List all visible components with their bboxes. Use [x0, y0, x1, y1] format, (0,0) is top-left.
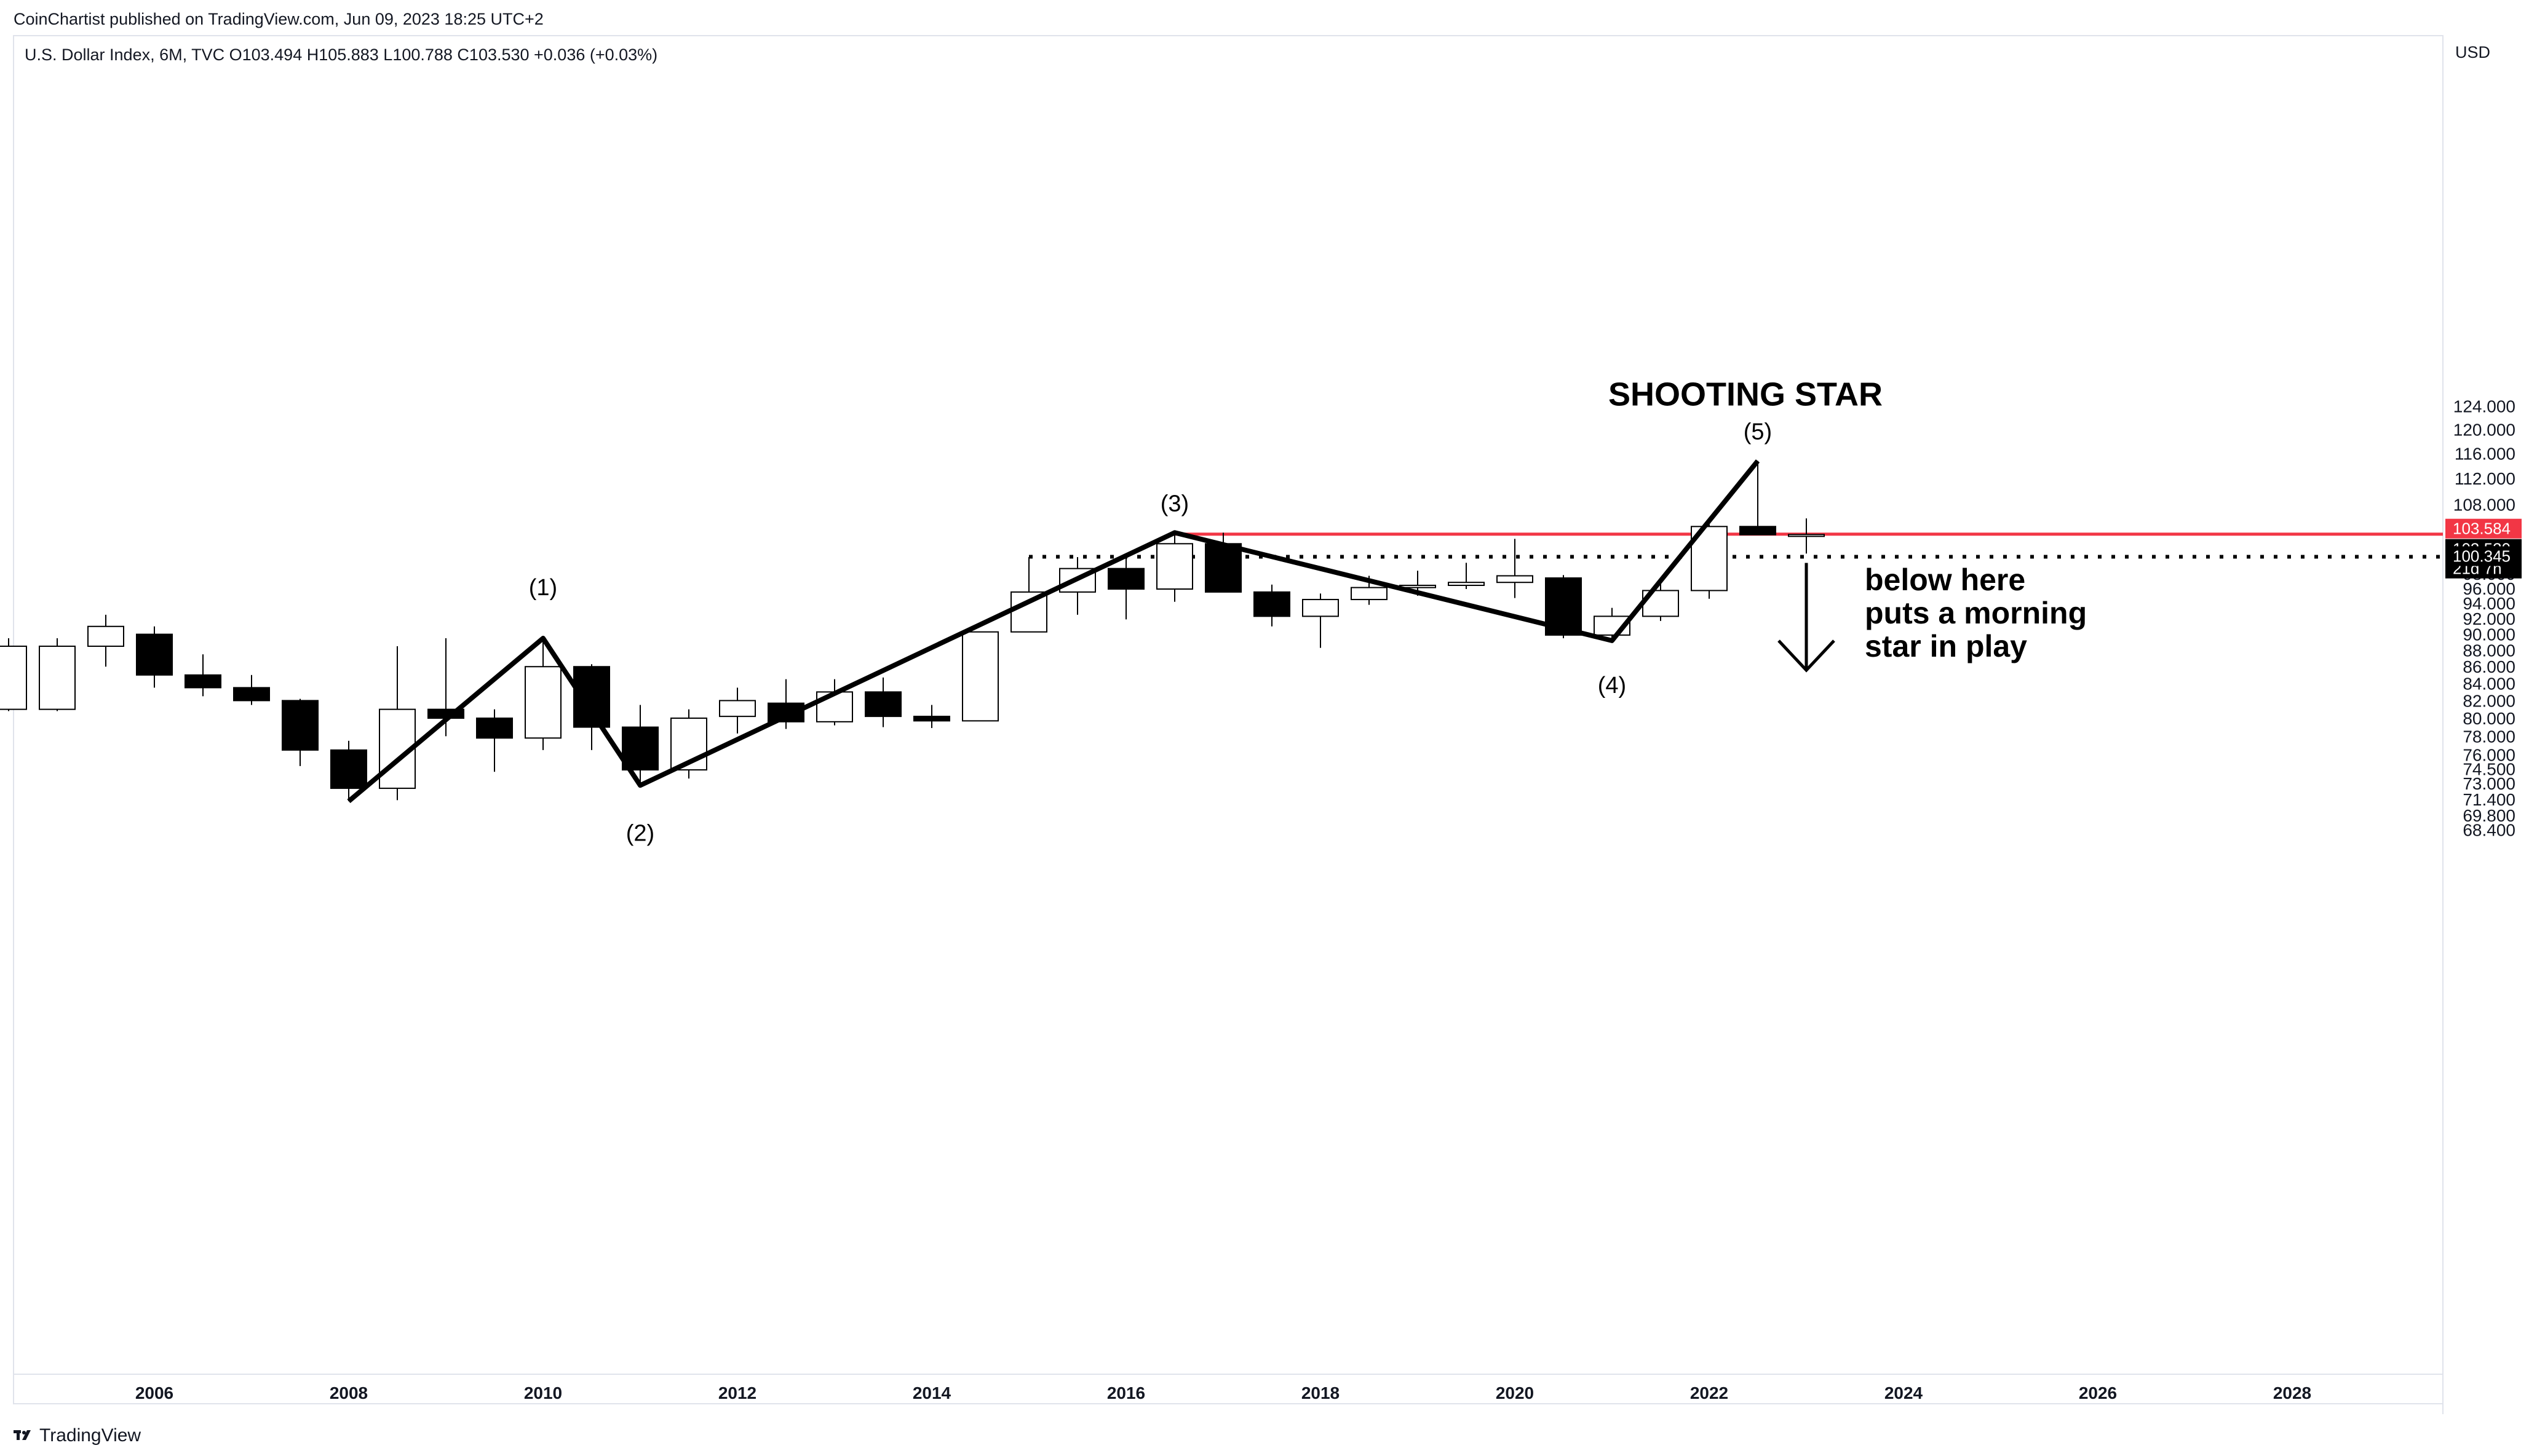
y-tick-label: 82.000 [2463, 691, 2515, 710]
y-tick-label: 112.000 [2455, 469, 2515, 488]
y-tick-label: 71.400 [2463, 790, 2515, 809]
y-tick-label: 94.000 [2463, 594, 2515, 613]
y-tick-label: 68.400 [2463, 821, 2515, 840]
y-tick-label: 124.000 [2453, 397, 2515, 416]
candle-body-bull [962, 631, 999, 722]
candle-body-bear [330, 749, 367, 789]
candle-body-bear [1108, 568, 1145, 590]
y-tick-label: 108.000 [2453, 495, 2515, 514]
candle-body-bull [1302, 599, 1339, 617]
x-tick-label: 2024 [1884, 1383, 1923, 1403]
candle-body-bull [0, 646, 27, 710]
y-tick-label: 96.000 [2463, 579, 2515, 598]
candle-body-bull [525, 666, 562, 739]
currency-label: USD [2455, 43, 2491, 61]
y-tick-label: 76.000 [2463, 745, 2515, 764]
y-tick-label: 120.000 [2453, 420, 2515, 439]
y-tick-label: 84.000 [2463, 674, 2515, 693]
tradingview-logo-icon [14, 1425, 34, 1446]
candle-body-bear [233, 687, 270, 702]
y-tick-label: 74.500 [2463, 760, 2515, 779]
x-tick-label: 2006 [135, 1383, 173, 1403]
down-arrow-head [1777, 639, 1835, 673]
x-tick-label: 2016 [1107, 1383, 1145, 1403]
candle-body-bear [136, 633, 173, 676]
x-tick-label: 2014 [913, 1383, 951, 1403]
wave-label: (3) [1161, 491, 1189, 516]
candle-body-bear [1253, 591, 1290, 617]
x-axis: 2006 2008 2010 2012 2014 2016 2018 2020 2022 2024… [135, 1383, 2311, 1403]
candle-body-bull [1156, 543, 1193, 590]
footer-brand[interactable]: TradingView [14, 1425, 141, 1446]
y-tick-label: 73.000 [2463, 774, 2515, 793]
candle-body-bull [39, 646, 76, 710]
candle-body-bear [476, 718, 513, 739]
wave-label: (4) [1598, 673, 1626, 698]
publisher-line: CoinChartist published on TradingView.co… [14, 10, 544, 28]
candle-body-bull [1448, 582, 1485, 586]
note-text-line: below here [1865, 563, 2025, 597]
y-tick-label: 116.000 [2455, 445, 2515, 464]
price-tag-text: 100.345 [2453, 547, 2511, 566]
y-axis: 68.40069.80071.40073.00074.50076.00078.0… [2453, 397, 2515, 839]
candle-body-bear [185, 674, 221, 689]
candle-body-bull [1351, 587, 1388, 601]
candle-body-bull [1496, 575, 1533, 584]
y-tick-label: 88.000 [2463, 641, 2515, 660]
wave-overlay: (1) (2) (3) (4) (5) [347, 419, 1772, 846]
wave-label: (5) [1744, 419, 1772, 445]
y-tick-label: 80.000 [2463, 709, 2515, 728]
candle-body-bear [865, 691, 902, 718]
price-tag-box [2445, 546, 2522, 566]
x-tick-label: 2020 [1496, 1383, 1534, 1403]
note-text-line: puts a morning [1865, 596, 2087, 630]
x-tick-label: 2012 [718, 1383, 756, 1403]
plot-border [13, 35, 2444, 1404]
candle-body-bear [913, 716, 950, 722]
symbol-legend: U.S. Dollar Index, 6M, TVC O103.494 H105… [25, 46, 658, 64]
y-tick-label: 86.000 [2463, 657, 2515, 676]
x-tick-label: 2018 [1301, 1383, 1340, 1403]
candle-body-bear [622, 726, 659, 771]
wave-label: (1) [529, 575, 557, 601]
candle-body-bull [816, 691, 853, 722]
elliott-wave-path [347, 459, 1760, 804]
y-tick-label: 78.000 [2463, 727, 2515, 746]
x-tick-label: 2008 [330, 1383, 368, 1403]
brand-text: TradingView [39, 1425, 141, 1446]
y-tick-label: 92.000 [2463, 609, 2515, 628]
candles-group [0, 461, 1825, 802]
x-tick-label: 2010 [524, 1383, 562, 1403]
x-tick-label: 2022 [1690, 1383, 1728, 1403]
price-tag-box [2445, 518, 2522, 539]
candle-body-bear [1739, 526, 1776, 536]
note-text-line: star in play [1865, 629, 2027, 663]
candle-body-bear [1205, 543, 1242, 593]
price-tag-text: 103.584 [2453, 520, 2511, 538]
x-tick-label: 2028 [2273, 1383, 2311, 1403]
wave-label: (2) [626, 820, 654, 846]
candle-body-bear [282, 700, 319, 751]
candle-body-bull [719, 700, 756, 718]
candle-body-bull [1788, 534, 1825, 537]
candle-body-bull [87, 625, 124, 647]
shooting-star-label: SHOOTING STAR [1608, 376, 1883, 413]
x-tick-label: 2026 [2079, 1383, 2117, 1403]
y-tick-label: 90.000 [2463, 625, 2515, 644]
y-tick-label: 69.800 [2463, 806, 2515, 825]
